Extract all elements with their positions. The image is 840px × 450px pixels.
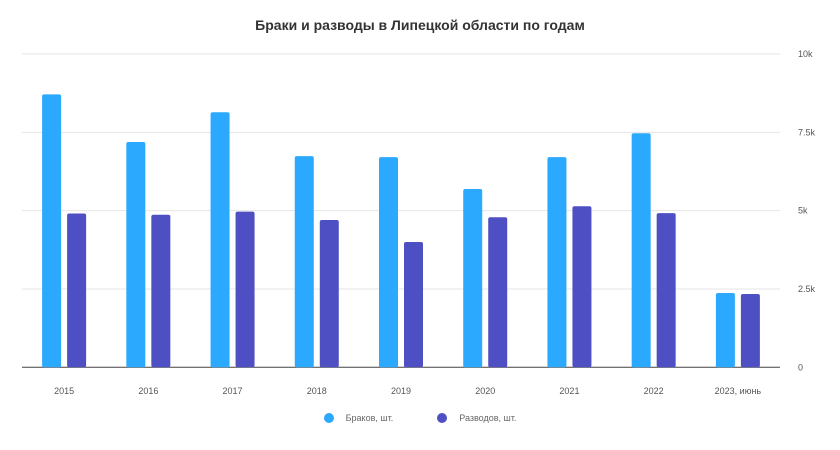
bar-marriages-2023 — [715, 293, 735, 368]
legend-marker — [323, 413, 334, 423]
y-tick-label: 10k — [798, 49, 813, 59]
y-tick-label: 7.5k — [798, 127, 816, 137]
x-tick-label: 2020 — [475, 386, 495, 396]
legend-item-marriages[interactable]: Браков, шт. — [323, 413, 394, 423]
bar-divorces-2020 — [488, 217, 508, 368]
bar-marriages-2021 — [547, 157, 567, 368]
bar-marriages-2015 — [42, 94, 62, 368]
legend-label: Разводов, шт. — [459, 413, 517, 423]
x-tick-label: 2017 — [223, 386, 243, 396]
legend-label: Браков, шт. — [345, 413, 394, 423]
bar-marriages-2016 — [126, 142, 146, 368]
x-tick-label: 2018 — [307, 386, 327, 396]
bar-divorces-2019 — [404, 241, 423, 368]
bar-divorces-2016 — [151, 214, 171, 368]
x-tick-label: 2015 — [54, 386, 74, 396]
bar-marriages-2017 — [210, 112, 230, 368]
bar-divorces-2015 — [67, 213, 87, 368]
x-tick-label: 2023, июнь — [715, 386, 762, 396]
y-tick-label: 0 — [798, 362, 803, 372]
legend-item-divorces[interactable]: Разводов, шт. — [437, 413, 516, 423]
bar-divorces-2022 — [656, 213, 676, 368]
bar-marriages-2020 — [463, 189, 483, 368]
legend: Браков, шт. Разводов, шт. — [0, 413, 840, 423]
bar-marriages-2022 — [631, 133, 651, 368]
x-tick-label: 2022 — [644, 386, 664, 396]
x-tick-label: 2019 — [391, 386, 411, 396]
bar-divorces-2023 — [740, 293, 760, 368]
x-tick-label: 2021 — [559, 386, 579, 396]
y-tick-label: 2.5k — [798, 284, 816, 294]
bar-marriages-2018 — [294, 156, 314, 368]
legend-marker — [437, 413, 448, 423]
y-tick-label: 5k — [798, 206, 808, 216]
bar-marriages-2019 — [379, 157, 398, 368]
bar-divorces-2021 — [572, 206, 592, 368]
x-tick-label: 2016 — [138, 386, 158, 396]
chart-title: Браки и разводы в Липецкой области по го… — [255, 17, 585, 33]
bar-divorces-2017 — [235, 211, 255, 368]
bar-divorces-2018 — [319, 220, 339, 368]
